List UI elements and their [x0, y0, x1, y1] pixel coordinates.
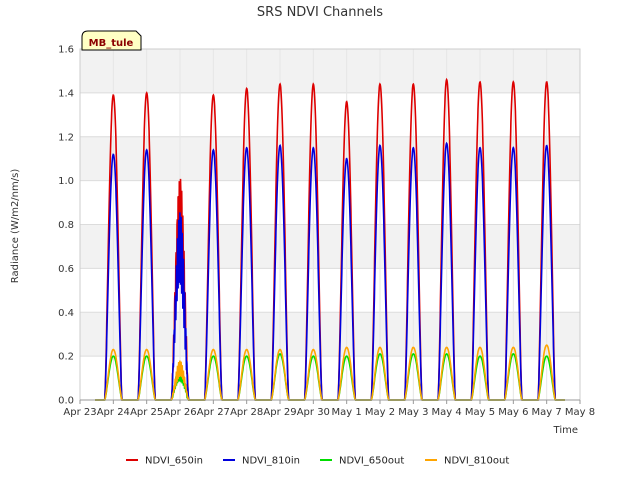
- x-tick-label: May 1: [332, 407, 362, 418]
- x-tick-label: Apr 29: [263, 407, 296, 418]
- x-tick-label: Apr 24: [97, 407, 130, 418]
- x-tick-label: Apr 23: [63, 407, 96, 418]
- plot-band: [80, 49, 580, 93]
- legend-label: NDVI_650in: [145, 456, 203, 467]
- plot-band: [80, 312, 580, 357]
- x-tick-label: Apr 25: [130, 407, 163, 418]
- x-tick-label: Apr 27: [197, 407, 230, 418]
- legend-label: NDVI_650out: [339, 456, 404, 467]
- plot-band: [80, 268, 580, 313]
- y-tick-label: 1.0: [58, 176, 74, 187]
- x-tick-label: May 8: [565, 407, 595, 418]
- y-tick-label: 1.2: [58, 132, 74, 143]
- x-tick-label: May 2: [365, 407, 395, 418]
- y-tick-label: 0.8: [58, 220, 74, 231]
- y-tick-label: 1.4: [58, 88, 74, 99]
- y-ticks: 0.0 0.2 0.4 0.6 0.8 1.0 1.2 1.4 1.6: [58, 45, 74, 407]
- legend-label: NDVI_810out: [444, 456, 509, 467]
- x-tick-label: May 7: [532, 407, 562, 418]
- plot-band: [80, 356, 580, 400]
- legend-label: NDVI_810in: [242, 456, 300, 467]
- y-tick-label: 0.4: [58, 308, 74, 319]
- x-tick-label: May 3: [398, 407, 428, 418]
- x-tick-label: Apr 28: [230, 407, 263, 418]
- x-tick-label: Apr 26: [163, 407, 196, 418]
- x-tick-label: May 4: [432, 407, 462, 418]
- x-axis-label: Time: [553, 425, 578, 436]
- x-tick-label: May 6: [498, 407, 528, 418]
- y-axis-label: Radiance (W/m2/nm/s): [10, 169, 21, 284]
- y-tick-label: 0.2: [58, 352, 74, 363]
- plot-band: [80, 224, 580, 269]
- plot-background: [80, 49, 580, 400]
- legend: NDVI_650in NDVI_810in NDVI_650out NDVI_810o…: [126, 456, 509, 467]
- axes: [79, 48, 581, 401]
- y-tick-label: 0.0: [58, 396, 74, 407]
- x-tick-label: Apr 30: [297, 407, 330, 418]
- plot-band: [80, 92, 580, 137]
- chart-title: SRS NDVI Channels: [257, 5, 383, 20]
- x-tick-label: May 5: [465, 407, 495, 418]
- site-badge: MB_tule: [81, 30, 142, 51]
- site-badge-label: MB_tule: [89, 38, 134, 49]
- x-ticks: Apr 23 Apr 24 Apr 25 Apr 26 Apr 27 Apr 28 Apr …: [63, 400, 595, 418]
- plot-band: [80, 180, 580, 225]
- y-tick-label: 1.6: [58, 45, 74, 56]
- y-tick-label: 0.6: [58, 264, 74, 275]
- plot-band: [80, 136, 580, 181]
